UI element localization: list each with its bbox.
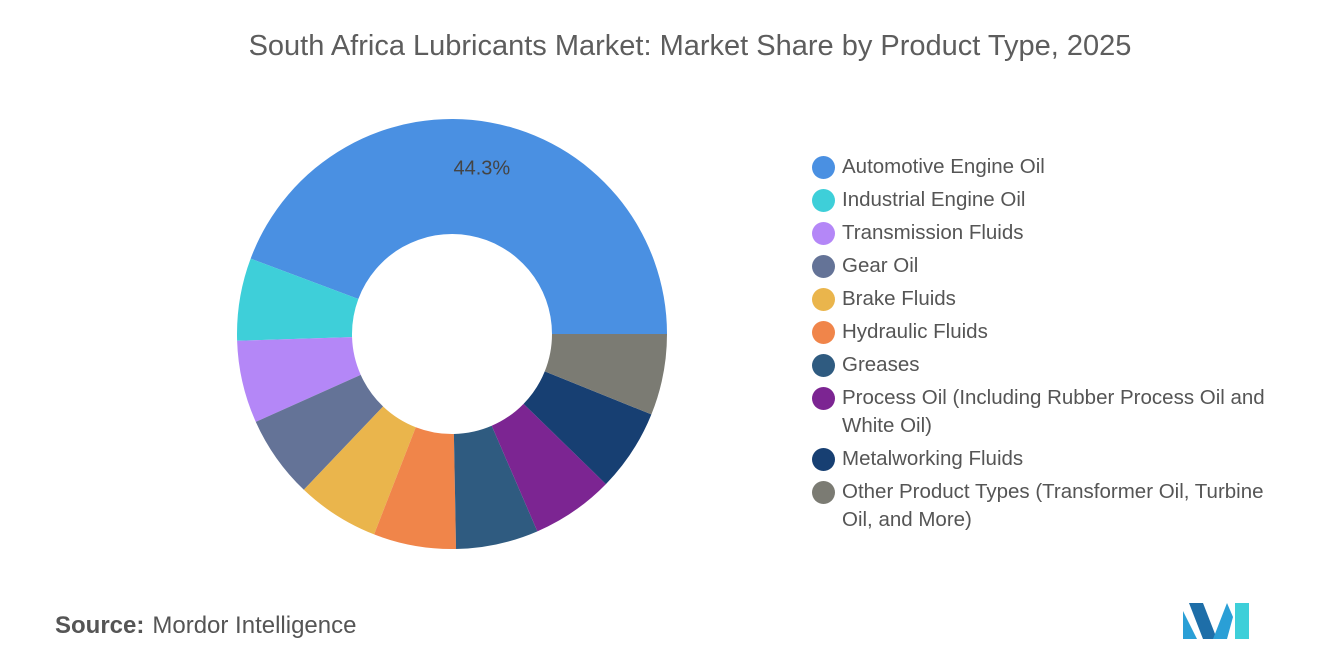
chart: 44.3% bbox=[237, 118, 667, 549]
legend-marker bbox=[812, 354, 835, 377]
donut-slice bbox=[255, 374, 384, 490]
legend-item: Automotive Engine Oil bbox=[812, 153, 1272, 181]
legend-item: Other Product Types (Transformer Oil, Tu… bbox=[812, 478, 1272, 534]
legend-item: Hydraulic Fluids bbox=[812, 318, 1272, 346]
donut-slice bbox=[523, 371, 652, 485]
legend-item: Gear Oil bbox=[812, 252, 1272, 280]
source-text: Mordor Intelligence bbox=[152, 612, 357, 639]
logo bbox=[1183, 603, 1249, 639]
legend-label: Brake Fluids bbox=[842, 287, 956, 310]
legend-marker bbox=[812, 189, 835, 212]
legend-item: Greases bbox=[812, 351, 1272, 379]
donut-slice bbox=[374, 427, 457, 549]
donut-slice bbox=[453, 425, 538, 549]
donut-slice bbox=[237, 337, 361, 422]
legend: Automotive Engine Oil Industrial Engine O… bbox=[812, 153, 1272, 539]
legend-label: Other Product Types (Transformer Oil, Tu… bbox=[842, 480, 1264, 531]
donut-slice bbox=[491, 403, 606, 532]
source-label: Source: bbox=[55, 612, 145, 639]
legend-item: Industrial Engine Oil bbox=[812, 186, 1272, 214]
legend-marker bbox=[812, 255, 835, 278]
legend-marker bbox=[812, 156, 835, 179]
legend-label: Process Oil (Including Rubber Process Oi… bbox=[842, 386, 1265, 437]
legend-item: Brake Fluids bbox=[812, 285, 1272, 313]
chart-title: South Africa Lubricants Market: Market S… bbox=[248, 30, 1132, 62]
donut-slice bbox=[544, 334, 667, 415]
legend-label: Industrial Engine Oil bbox=[842, 188, 1026, 211]
legend-marker bbox=[812, 387, 835, 410]
legend-label: Automotive Engine Oil bbox=[842, 155, 1045, 178]
donut-slice bbox=[303, 406, 416, 535]
data-label: 44.3% bbox=[453, 157, 510, 179]
donut-slice bbox=[237, 258, 359, 341]
legend-marker bbox=[812, 222, 835, 245]
legend-label: Gear Oil bbox=[842, 254, 919, 277]
legend-marker bbox=[812, 321, 835, 344]
legend-item: Metalworking Fluids bbox=[812, 445, 1272, 473]
legend-label: Transmission Fluids bbox=[842, 221, 1024, 244]
legend-item: Transmission Fluids bbox=[812, 219, 1272, 247]
legend-marker bbox=[812, 448, 835, 471]
legend-item: Process Oil (Including Rubber Process Oi… bbox=[812, 384, 1272, 440]
legend-marker bbox=[812, 481, 835, 504]
legend-label: Metalworking Fluids bbox=[842, 447, 1024, 470]
source: Source: Mordor Intelligence bbox=[55, 612, 356, 640]
legend-marker bbox=[812, 288, 835, 311]
legend-label: Greases bbox=[842, 353, 920, 376]
legend-label: Hydraulic Fluids bbox=[842, 320, 988, 343]
donut-slice bbox=[250, 118, 667, 335]
